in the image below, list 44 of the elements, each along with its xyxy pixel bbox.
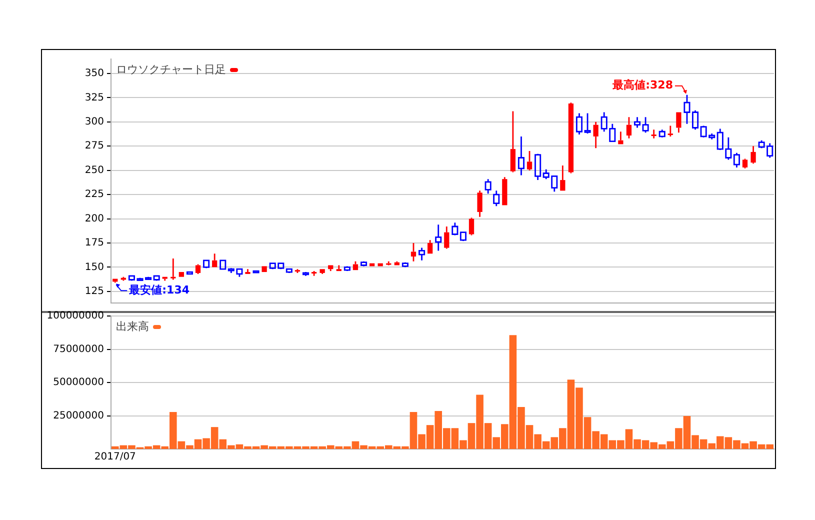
y-tick-label: 150 (84, 262, 104, 273)
candlestick (510, 110, 516, 173)
candlestick (212, 252, 218, 268)
candlestick (518, 136, 524, 176)
candlestick (428, 239, 433, 254)
y-tick-label: 175 (84, 238, 104, 249)
candlestick (668, 125, 673, 138)
candlestick (328, 265, 334, 272)
y-tick-label: 225 (84, 189, 104, 200)
candlestick (676, 112, 682, 134)
candlestick (245, 268, 250, 274)
annotation: 最安値:134 (128, 284, 190, 297)
y-tick-label: 75000000 (53, 344, 104, 355)
candlestick (502, 176, 508, 206)
candlestick (560, 164, 566, 191)
y-tick-label: 25000000 (53, 410, 104, 422)
candlestick (626, 116, 632, 140)
candlestick (320, 269, 325, 275)
legend-label: ロウソクチャート日足 (116, 62, 226, 77)
candlestick (584, 112, 591, 134)
candlestick (410, 242, 416, 262)
candlestick (444, 226, 450, 250)
x-tick-label: 2017/07 (94, 452, 136, 463)
annotation: 最高値:328 (612, 78, 673, 92)
y-tick-label: 50000000 (53, 377, 104, 388)
candlestick (618, 130, 624, 144)
candlestick (593, 121, 598, 149)
candlestick (642, 116, 649, 134)
y-tick-label: 275 (84, 140, 104, 152)
y-tick-label: 100000000 (46, 310, 104, 322)
candlestick (170, 258, 176, 280)
y-tick-label: 200 (84, 213, 104, 224)
candlestick (477, 190, 482, 218)
candlestick (336, 264, 342, 272)
y-tick-label: 250 (84, 164, 104, 176)
y-tick-label: 350 (84, 68, 104, 80)
candlestick (651, 128, 656, 140)
candlestick (526, 150, 532, 172)
y-tick-label: 300 (84, 116, 104, 128)
y-tick-label: 325 (84, 92, 104, 104)
y-tick-label: 125 (84, 286, 104, 297)
candlestick (435, 224, 442, 252)
legend-label: 出来高 (116, 319, 149, 334)
candlestick (750, 145, 756, 164)
